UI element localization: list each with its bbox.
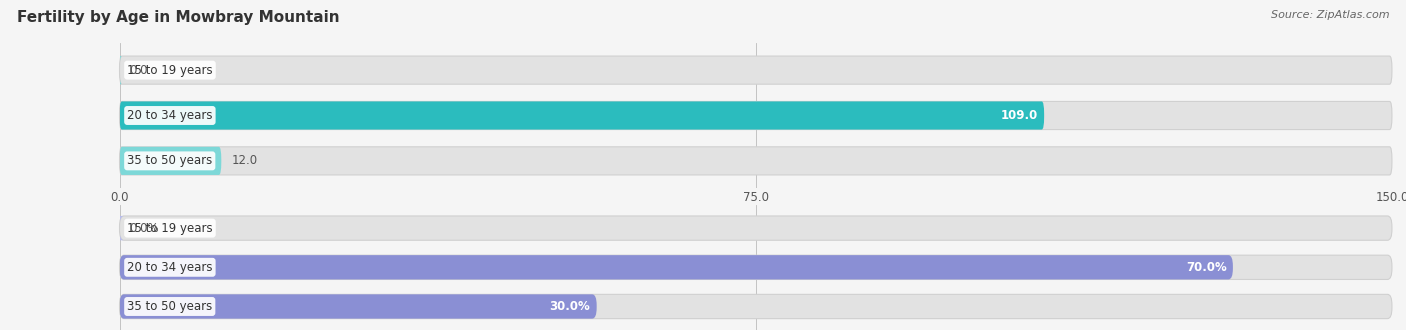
Text: 35 to 50 years: 35 to 50 years bbox=[127, 154, 212, 167]
Text: 12.0: 12.0 bbox=[232, 154, 257, 167]
Text: Fertility by Age in Mowbray Mountain: Fertility by Age in Mowbray Mountain bbox=[17, 10, 339, 25]
Text: 109.0: 109.0 bbox=[1001, 109, 1038, 122]
Text: 20 to 34 years: 20 to 34 years bbox=[127, 109, 212, 122]
Text: 15 to 19 years: 15 to 19 years bbox=[127, 64, 212, 77]
Text: 0.0: 0.0 bbox=[129, 64, 148, 77]
FancyBboxPatch shape bbox=[120, 101, 1392, 130]
Text: 35 to 50 years: 35 to 50 years bbox=[127, 300, 212, 313]
FancyBboxPatch shape bbox=[115, 216, 124, 240]
FancyBboxPatch shape bbox=[120, 255, 1233, 280]
Text: Source: ZipAtlas.com: Source: ZipAtlas.com bbox=[1271, 10, 1389, 20]
FancyBboxPatch shape bbox=[120, 255, 1392, 280]
FancyBboxPatch shape bbox=[120, 147, 221, 175]
Text: 70.0%: 70.0% bbox=[1185, 261, 1226, 274]
FancyBboxPatch shape bbox=[120, 147, 1392, 175]
FancyBboxPatch shape bbox=[120, 216, 1392, 240]
Text: 30.0%: 30.0% bbox=[550, 300, 591, 313]
FancyBboxPatch shape bbox=[120, 101, 1045, 130]
Text: 20 to 34 years: 20 to 34 years bbox=[127, 261, 212, 274]
FancyBboxPatch shape bbox=[117, 56, 122, 84]
FancyBboxPatch shape bbox=[120, 294, 596, 319]
Text: 15 to 19 years: 15 to 19 years bbox=[127, 222, 212, 235]
FancyBboxPatch shape bbox=[120, 294, 1392, 319]
FancyBboxPatch shape bbox=[120, 56, 1392, 84]
Text: 0.0%: 0.0% bbox=[129, 222, 159, 235]
